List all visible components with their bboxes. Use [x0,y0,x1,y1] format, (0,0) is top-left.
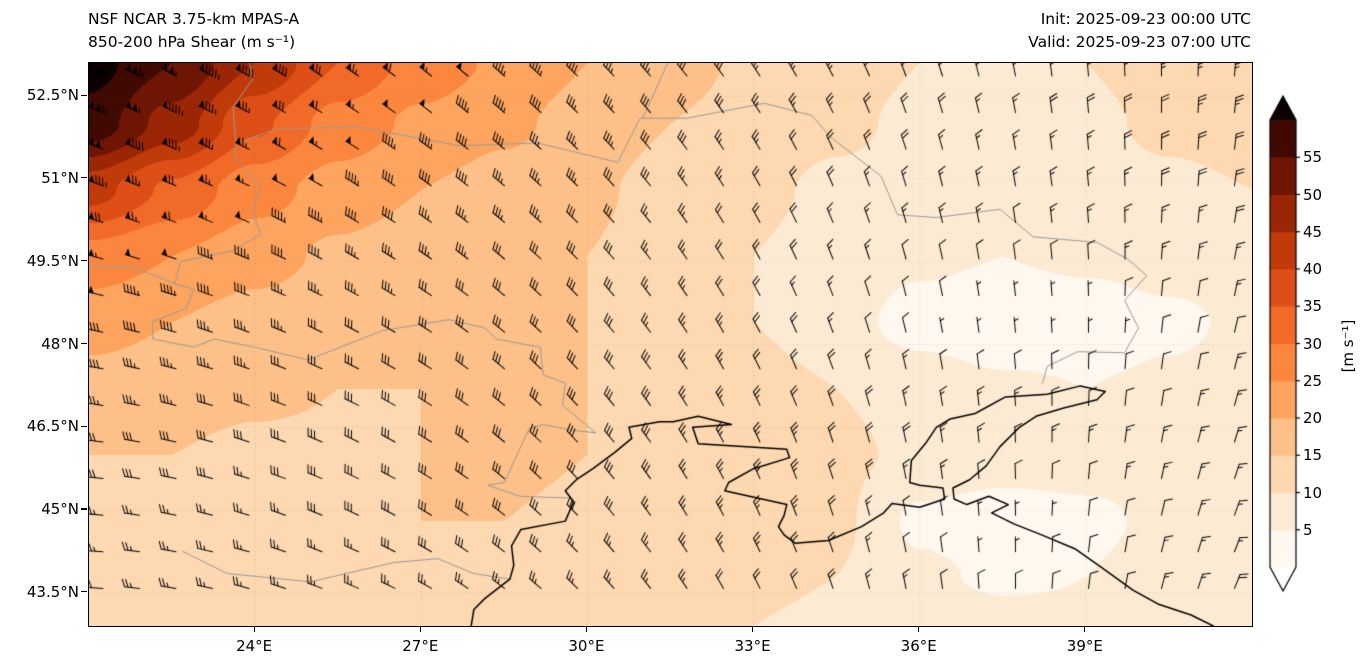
lon-tick-mark [918,626,920,632]
lat-tick-mark [81,94,87,96]
lat-tick-mark [81,177,87,179]
lat-tick-label: 45°N [41,500,79,519]
lon-tick-mark [751,626,754,632]
lat-tick-mark [81,260,87,262]
lon-tick-label: 36°E [900,637,937,655]
lon-tick-mark [1084,626,1086,632]
lat-tick-label: 46.5°N [26,417,79,436]
lat-tick-mark [81,342,87,345]
title-block: NSF NCAR 3.75-km MPAS-A 850-200 hPa Shea… [88,8,299,54]
lat-tick-mark [81,508,87,510]
map-frame [88,62,1253,627]
shear-map-canvas [89,63,1252,626]
lat-tick-label: 48°N [41,334,79,353]
cbar-tick-label: 45 [1303,222,1323,241]
cbar-tick-label: 15 [1303,446,1323,465]
lat-tick-label: 43.5°N [26,582,79,601]
lon-tick-mark [419,626,421,632]
lon-tick-label: 24°E [236,637,273,655]
cbar-tick-label: 55 [1303,148,1323,167]
cbar-tick-label: 40 [1303,260,1323,278]
lat-tick-label: 51°N [41,168,79,187]
lat-tick-mark [81,591,87,593]
cbar-tick-label: 30 [1303,334,1323,353]
lon-tick-label: 30°E [568,637,605,655]
field-title: 850-200 hPa Shear (m s⁻¹) [88,33,296,51]
time-block: Init: 2025-09-23 00:00 UTC Valid: 2025-0… [1028,8,1251,54]
colorbar [1266,88,1306,598]
cbar-tick-label: 10 [1303,483,1323,502]
cbar-tick-label: 5 [1303,520,1313,539]
cbar-tick-label: 20 [1303,409,1323,427]
cbar-tick-label: 25 [1303,371,1323,390]
init-time: Init: 2025-09-23 00:00 UTC [1040,10,1251,28]
cbar-tick-label: 50 [1303,185,1323,204]
lon-tick-mark [253,626,255,632]
model-title: NSF NCAR 3.75-km MPAS-A [88,10,300,28]
lat-tick-label: 49.5°N [26,251,79,270]
lat-tick-mark [81,425,87,427]
lon-tick-label: 33°E [734,637,771,655]
lon-tick-mark [585,626,588,632]
lat-tick-label: 52.5°N [26,86,79,105]
lon-tick-label: 27°E [402,637,439,655]
valid-time: Valid: 2025-09-23 07:00 UTC [1028,33,1251,51]
colorbar-label: [m s⁻¹] [1339,319,1357,373]
cbar-tick-label: 35 [1303,297,1323,316]
lon-tick-label: 39°E [1066,637,1103,655]
